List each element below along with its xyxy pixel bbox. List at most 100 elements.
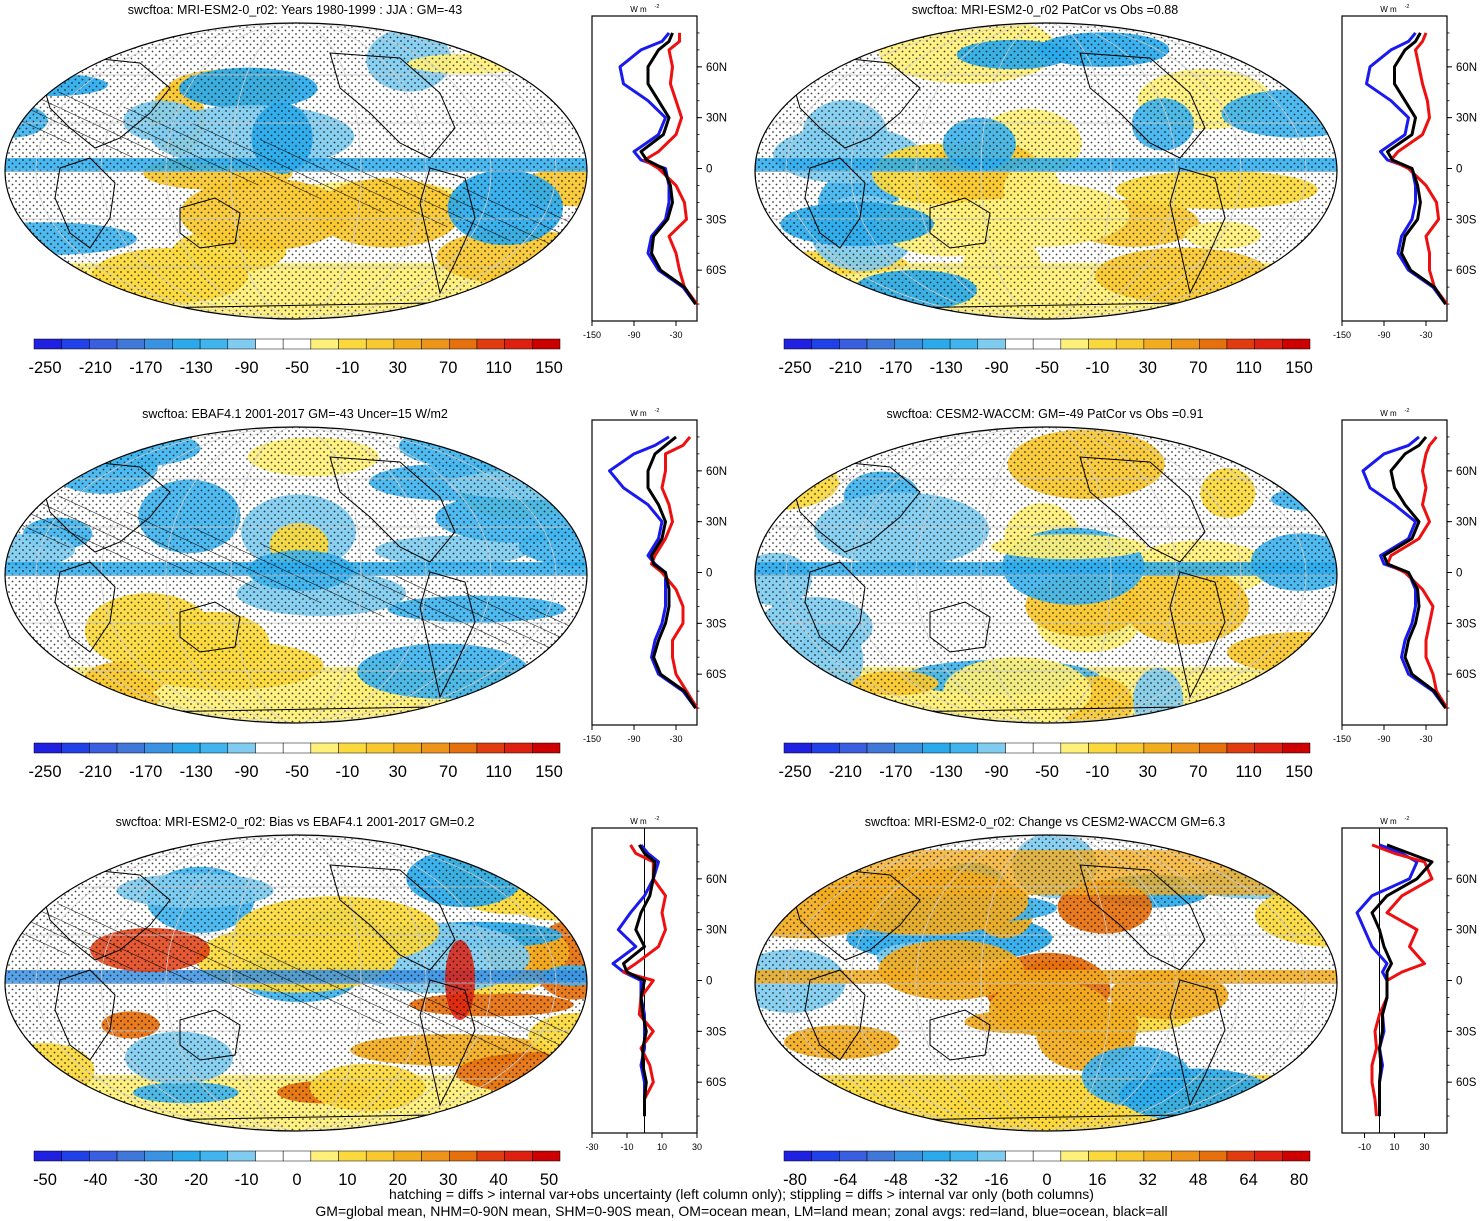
colorbar-tick-label: -10 [1085,763,1109,781]
colorbar-tick-label: -50 [1035,359,1059,377]
colorbar-swatch [504,1150,533,1162]
lat-tick-label: 30N [706,517,727,529]
graticule-meridian [980,835,1112,1131]
zonal-series-land [650,435,699,709]
graticule-meridian [850,427,1242,723]
colorbar-swatch [1032,338,1062,350]
coastline [329,52,456,159]
world-map [754,426,1338,724]
zonal-unit: W m [1380,5,1397,14]
colorbar-swatch [1143,742,1172,754]
colorbar-swatch [922,338,951,350]
colorbar-tick-label: -30 [134,1171,158,1189]
colorbar-swatch [811,338,840,350]
colorbar-tick-label: 70 [1189,763,1207,781]
colorbar-tick-label: -170 [129,763,162,781]
colorbar-tick-label: 16 [1088,1171,1106,1189]
zonal-unit: W m [630,409,647,418]
colorbar-tick-label: 110 [1235,763,1261,781]
zonal-mean-plot: W m -2 60N 30N 0 30S 60S -150 -90 -30 [1333,4,1477,340]
graticule-meridian [165,23,427,319]
lat-tick-label: 30N [1456,517,1477,529]
colorbar-swatch [282,742,312,754]
colorbar-swatch [922,742,951,754]
coastline [179,1009,241,1061]
colorbar-swatch [199,1150,229,1162]
map-border [4,22,588,320]
colorbar-swatch [1282,1150,1311,1162]
colorbar-swatch [1143,338,1172,350]
colorbar-tick-label: -250 [778,359,811,377]
colorbar-swatch [532,742,561,754]
panel-title: swcftoa: MRI-ESM2-0_r02: Change vs CESM2… [864,815,1226,829]
colorbar-tick-label: -170 [879,359,912,377]
zonal-unit: W m [630,817,647,826]
world-map [4,22,588,320]
colorbar-swatch [144,742,173,754]
coastline [789,57,921,149]
x-tick-label: 30 [692,1142,702,1152]
colorbar-swatch [977,742,1006,754]
coastline [179,601,241,653]
colorbar-tick-label: -210 [829,763,862,781]
colorbar-swatch [476,1150,505,1162]
zonal-series-ocean [618,31,697,305]
colorbar-swatch [1254,742,1283,754]
colorbar-swatch [866,338,895,350]
colorbar-swatch [1060,1150,1089,1162]
coastline [1079,456,1206,563]
colorbar-tick-label: -90 [985,763,1009,781]
lat-tick-label: 30S [706,618,727,630]
colorbar-swatch [1005,338,1034,350]
colorbar-swatch [1060,338,1089,350]
colorbar-swatch [449,1150,478,1162]
colorbar-tick-label: -250 [28,763,61,781]
colorbar-swatch [839,1150,868,1162]
lat-tick-label: 30S [1456,618,1477,630]
colorbar-swatch [949,742,979,754]
footer-line-2: GM=global mean, NHM=0-90N mean, SHM=0-90… [315,1203,1168,1219]
colorbar-swatch [310,742,339,754]
graticule-meridian [915,427,1177,723]
lat-tick-label: 0 [1456,164,1462,176]
zonal-series-ocean [608,435,697,709]
colorbar-tick-label: 70 [439,763,457,781]
coastline [329,456,456,563]
lat-tick-label: 60S [706,669,727,681]
zonal-unit: W m [630,5,647,14]
coastline [804,157,866,249]
graticule-meridian [850,835,1242,1131]
zonal-mean-plot: W m -2 60N 30N 0 30S 60S -10 10 30 [1341,816,1477,1152]
colorbar-swatch [866,1150,895,1162]
colorbar-swatch [255,338,284,350]
coastline [929,1009,991,1061]
colorbar-swatch [1226,742,1255,754]
panel-2: swcftoa: MRI-ESM2-0_r02 PatCor vs Obs =0… [750,0,1483,400]
lat-tick-label: 60N [1456,466,1477,478]
map-border [754,426,1338,724]
zonal-mean-plot: W m -2 60N 30N 0 30S 60S -150 -90 -30 [583,4,727,340]
coastline [929,601,991,653]
colorbar-swatch [116,338,145,350]
lat-tick-label: 0 [1456,976,1462,988]
panel-title: swcftoa: MRI-ESM2-0_r02 PatCor vs Obs =0… [911,3,1179,17]
colorbar: -250 -210 -170 -130 -90 -50 -10 30 70 110 150 [28,338,563,377]
colorbar-tick-label: -130 [930,763,963,781]
zonal-mean-plot: W m -2 60N 30N 0 30S 60S -150 -90 -30 [583,408,727,744]
stippling [755,835,1337,1131]
colorbar-swatch [1115,1150,1145,1162]
colorbar-swatch [1032,1150,1062,1162]
colorbar-tick-label: -50 [285,359,309,377]
colorbar-swatch [1005,1150,1034,1162]
lat-tick-label: 30N [706,925,727,937]
stippling [755,23,1337,319]
lat-tick-label: 60N [706,62,727,74]
zonal-series-ocean [1361,435,1447,709]
colorbar-swatch [476,742,505,754]
lat-tick-label: 60S [1456,1077,1477,1089]
colorbar-tick-label: -210 [79,763,112,781]
lat-tick-label: 30S [1456,1026,1477,1038]
colorbar-swatch [1060,742,1089,754]
zonal-series-all [622,844,657,1117]
coastline [1079,52,1206,159]
